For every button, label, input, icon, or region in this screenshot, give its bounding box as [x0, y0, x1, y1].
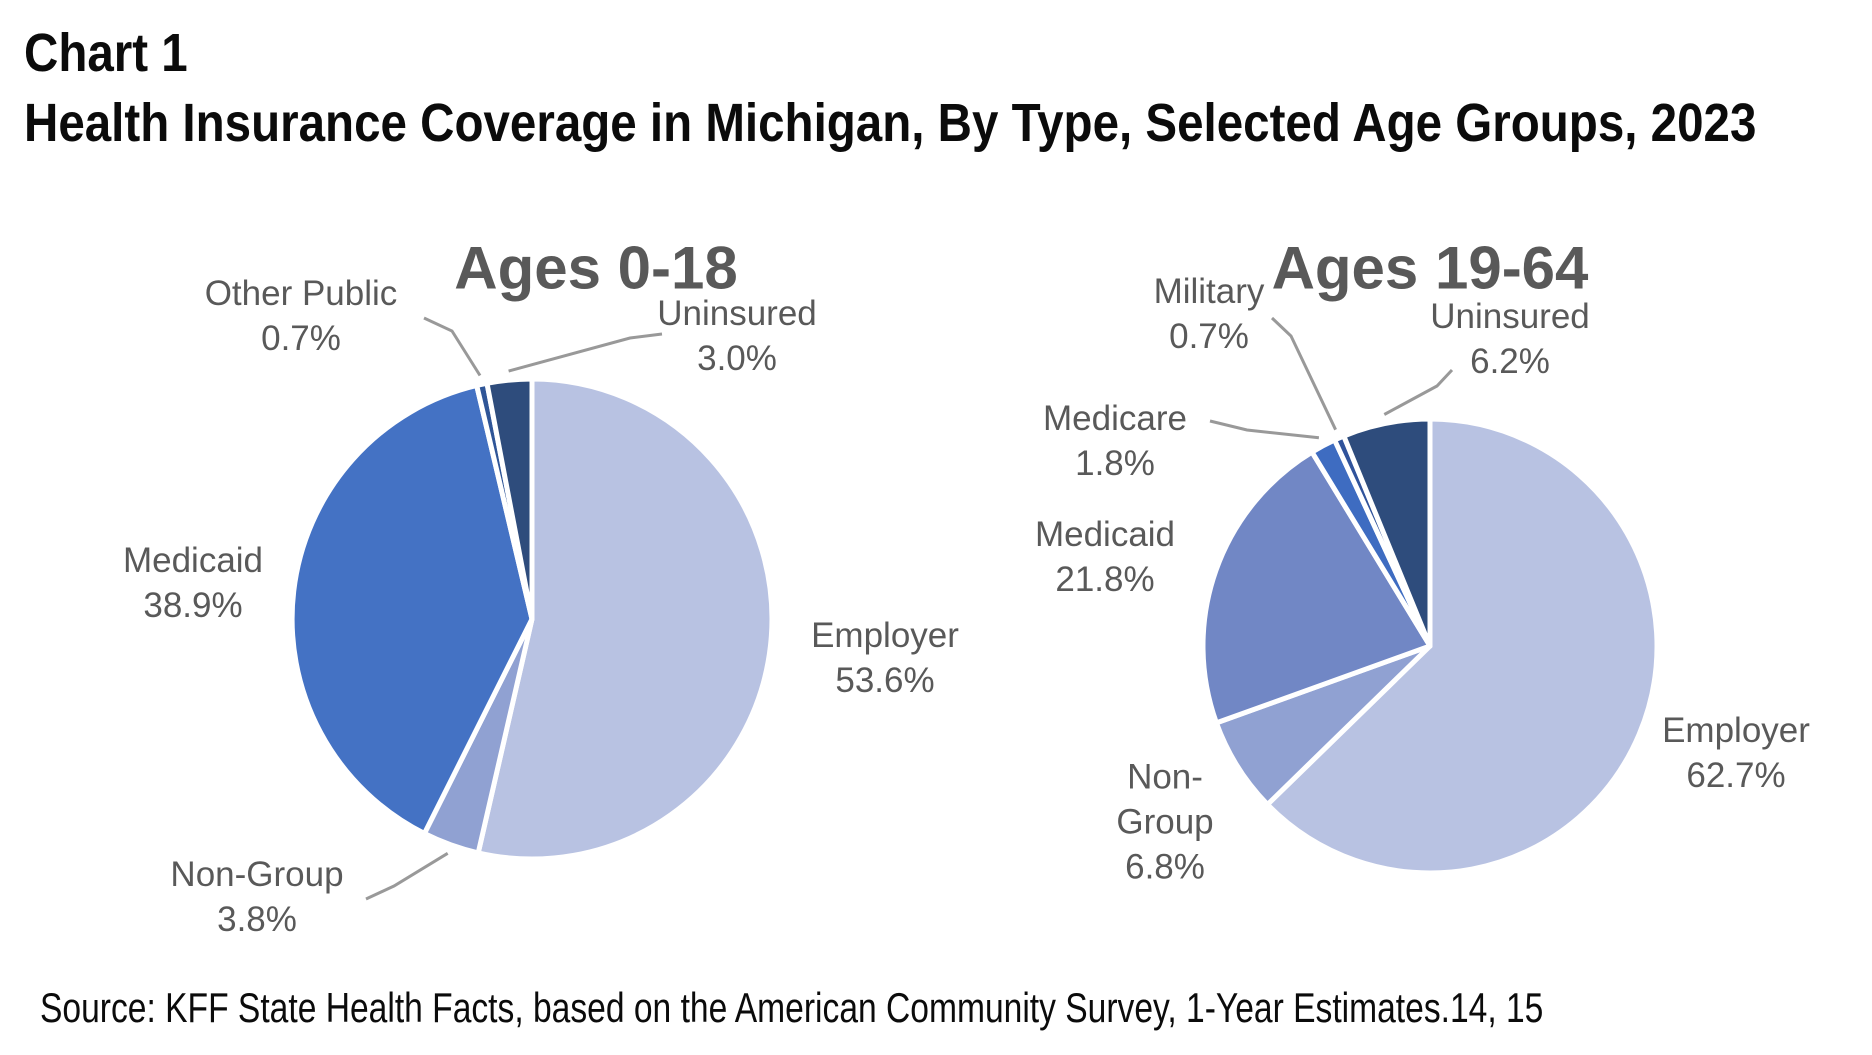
slice-pct: 38.9% — [143, 586, 243, 625]
leader-line-ages-19-64-military — [1270, 316, 1337, 431]
slice-name: Medicaid — [122, 541, 264, 580]
slice-name: Uninsured — [1430, 297, 1590, 336]
label-ages-19-64-medicaid: Medicaid 21.8% — [995, 512, 1215, 602]
pie-slice-ages-0-18-medicaid — [289, 383, 535, 836]
label-ages-0-18-employer: Employer 53.6% — [765, 613, 1005, 703]
slice-pct: 3.0% — [697, 339, 777, 378]
page-title: Health Insurance Coverage in Michigan, B… — [24, 93, 1757, 153]
label-ages-19-64-employer: Employer 62.7% — [1616, 708, 1856, 798]
slice-pct: 6.8% — [1125, 847, 1205, 887]
leader-line-ages-19-64-uninsured — [1383, 368, 1454, 416]
slice-pct: 0.7% — [1169, 317, 1249, 356]
label-ages-19-64-uninsured: Uninsured 6.2% — [1390, 294, 1630, 384]
pie-slice-ages-19-64-uninsured — [1341, 416, 1433, 649]
label-ages-0-18-non-group: Non-Group 3.8% — [132, 852, 382, 942]
pie-ages-19-64 — [1200, 416, 1660, 876]
slice-pct: 53.6% — [835, 661, 935, 700]
chart-number-title: Chart 1 — [24, 23, 188, 83]
pie-slice-ages-0-18-employer — [475, 376, 775, 862]
label-ages-0-18-uninsured: Uninsured 3.0% — [617, 291, 857, 381]
leader-line-ages-0-18-other-public — [423, 316, 482, 377]
slice-name: Employer — [811, 616, 959, 655]
slice-pct: 0.7% — [261, 319, 341, 358]
slice-name: Medicare — [1043, 399, 1187, 438]
slice-name: Uninsured — [657, 294, 817, 333]
slice-name: Medicaid — [1034, 515, 1176, 554]
leader-lines — [365, 316, 1454, 901]
pie-slice-ages-19-64-employer — [1265, 416, 1660, 876]
slice-pct: 21.8% — [1055, 560, 1155, 599]
pie-ages-0-18 — [289, 376, 775, 862]
slice-pct: 62.7% — [1686, 756, 1786, 795]
label-ages-19-64-medicare: Medicare 1.8% — [1005, 396, 1225, 486]
slice-name: Non-Group — [1116, 757, 1214, 842]
pie-title-ages-19-64: Ages 19-64 — [1271, 234, 1589, 302]
slice-name: Non-Group — [170, 855, 344, 894]
slice-pct: 6.2% — [1470, 342, 1550, 381]
leader-line-ages-19-64-medicare — [1209, 419, 1320, 440]
leader-line-ages-0-18-non-group — [365, 852, 449, 901]
leader-line-ages-0-18-uninsured — [508, 332, 663, 373]
pie-slice-ages-0-18-uninsured — [484, 376, 535, 622]
slice-name: Military — [1153, 272, 1265, 311]
label-ages-19-64-military: Military 0.7% — [1109, 269, 1309, 359]
label-ages-0-18-medicaid: Medicaid 38.9% — [83, 538, 303, 628]
pie-slice-ages-19-64-medicaid — [1200, 449, 1433, 726]
pie-title-ages-0-18: Ages 0-18 — [454, 234, 738, 302]
slice-name: Other Public — [204, 274, 398, 313]
label-ages-19-64-non-group: Non-Group 6.8% — [1095, 755, 1235, 890]
slice-name: Employer — [1662, 711, 1810, 750]
slice-pct: 3.8% — [217, 900, 297, 939]
label-ages-0-18-other-public: Other Public 0.7% — [161, 271, 441, 361]
slice-pct: 1.8% — [1075, 444, 1155, 483]
source-note: Source: KFF State Health Facts, based on… — [40, 984, 1544, 1031]
